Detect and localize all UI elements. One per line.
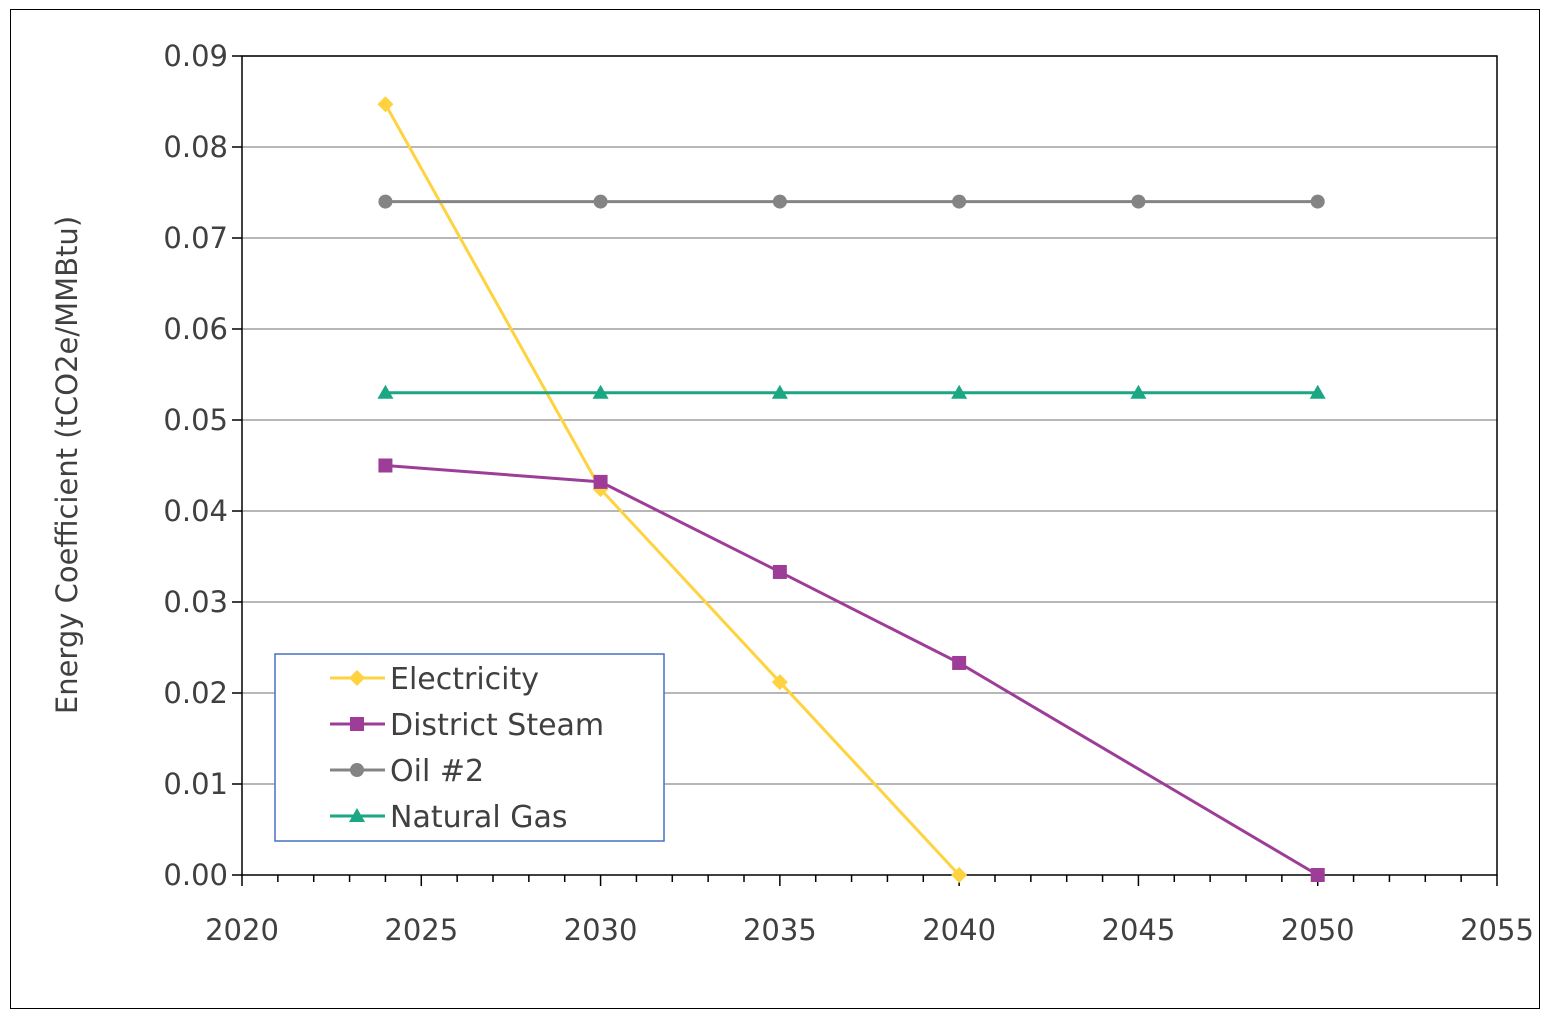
legend-box bbox=[274, 653, 665, 842]
data-point bbox=[772, 564, 787, 579]
data-point bbox=[1130, 384, 1147, 399]
x-tick-label: 2035 bbox=[743, 913, 817, 947]
axes: 0.00 0.01 0.02 0.03 0.04 0.05 0.06 0.07 0.08 0.09… bbox=[163, 39, 1533, 947]
data-point bbox=[952, 194, 967, 209]
legend-label: District Steam bbox=[390, 708, 604, 743]
y-tick-label: 0.09 bbox=[163, 39, 228, 73]
data-point bbox=[350, 763, 364, 777]
data-point bbox=[349, 808, 365, 822]
legend-item: Natural Gas bbox=[330, 800, 567, 835]
data-point bbox=[1310, 194, 1325, 209]
data-point bbox=[952, 655, 967, 670]
data-point bbox=[378, 194, 393, 209]
x-tick-label: 2055 bbox=[1460, 913, 1534, 947]
x-tick-label: 2025 bbox=[384, 913, 458, 947]
data-point bbox=[951, 384, 968, 399]
legend-item: Electricity bbox=[330, 662, 539, 697]
y-tick-label: 0.07 bbox=[163, 221, 228, 255]
series-layer bbox=[377, 96, 1326, 883]
legend-label: Electricity bbox=[390, 662, 539, 697]
series-electricity bbox=[377, 96, 968, 883]
legend-item: District Steam bbox=[330, 708, 604, 743]
legend-label: Oil #2 bbox=[390, 754, 484, 789]
data-point bbox=[951, 867, 968, 883]
data-point bbox=[349, 670, 365, 686]
y-tick-label: 0.06 bbox=[163, 312, 228, 346]
legend: Electricity District Steam Oil #2 Natural G… bbox=[274, 653, 665, 842]
data-point bbox=[1310, 868, 1325, 882]
y-tick-label: 0.05 bbox=[163, 403, 228, 437]
y-tick-label: 0.03 bbox=[163, 585, 228, 619]
x-tick-label: 2020 bbox=[205, 913, 279, 947]
data-point bbox=[592, 384, 609, 399]
data-point bbox=[1309, 384, 1326, 399]
x-tick-label: 2030 bbox=[564, 913, 638, 947]
data-point bbox=[1131, 194, 1146, 209]
data-point bbox=[377, 384, 394, 399]
x-tick-label: 2040 bbox=[922, 913, 996, 947]
y-tick-label: 0.04 bbox=[163, 494, 228, 528]
y-tick-label: 0.00 bbox=[163, 858, 228, 892]
legend-label: Natural Gas bbox=[390, 800, 567, 835]
y-tick-label: 0.02 bbox=[163, 676, 228, 710]
data-point bbox=[350, 717, 364, 731]
data-point bbox=[772, 194, 787, 209]
data-point bbox=[771, 384, 788, 399]
plot-area bbox=[241, 55, 1498, 876]
x-tick-label: 2045 bbox=[1102, 913, 1176, 947]
data-point bbox=[377, 96, 394, 113]
data-point bbox=[378, 458, 393, 473]
y-tick-label: 0.08 bbox=[163, 130, 228, 164]
series-oil-2 bbox=[378, 194, 1325, 209]
y-axis-title: Energy Coefficient (tCO2e/MMBtu) bbox=[50, 216, 84, 714]
series-natural-gas bbox=[377, 384, 1326, 399]
chart-frame bbox=[10, 9, 1540, 1009]
x-tick-label: 2050 bbox=[1281, 913, 1355, 947]
legend-item: Oil #2 bbox=[330, 754, 484, 789]
data-point bbox=[771, 674, 788, 691]
data-point bbox=[593, 194, 608, 209]
data-point bbox=[593, 474, 608, 489]
y-tick-label: 0.01 bbox=[163, 767, 228, 801]
series-line bbox=[384, 103, 961, 877]
series-district-steam bbox=[378, 458, 1325, 882]
